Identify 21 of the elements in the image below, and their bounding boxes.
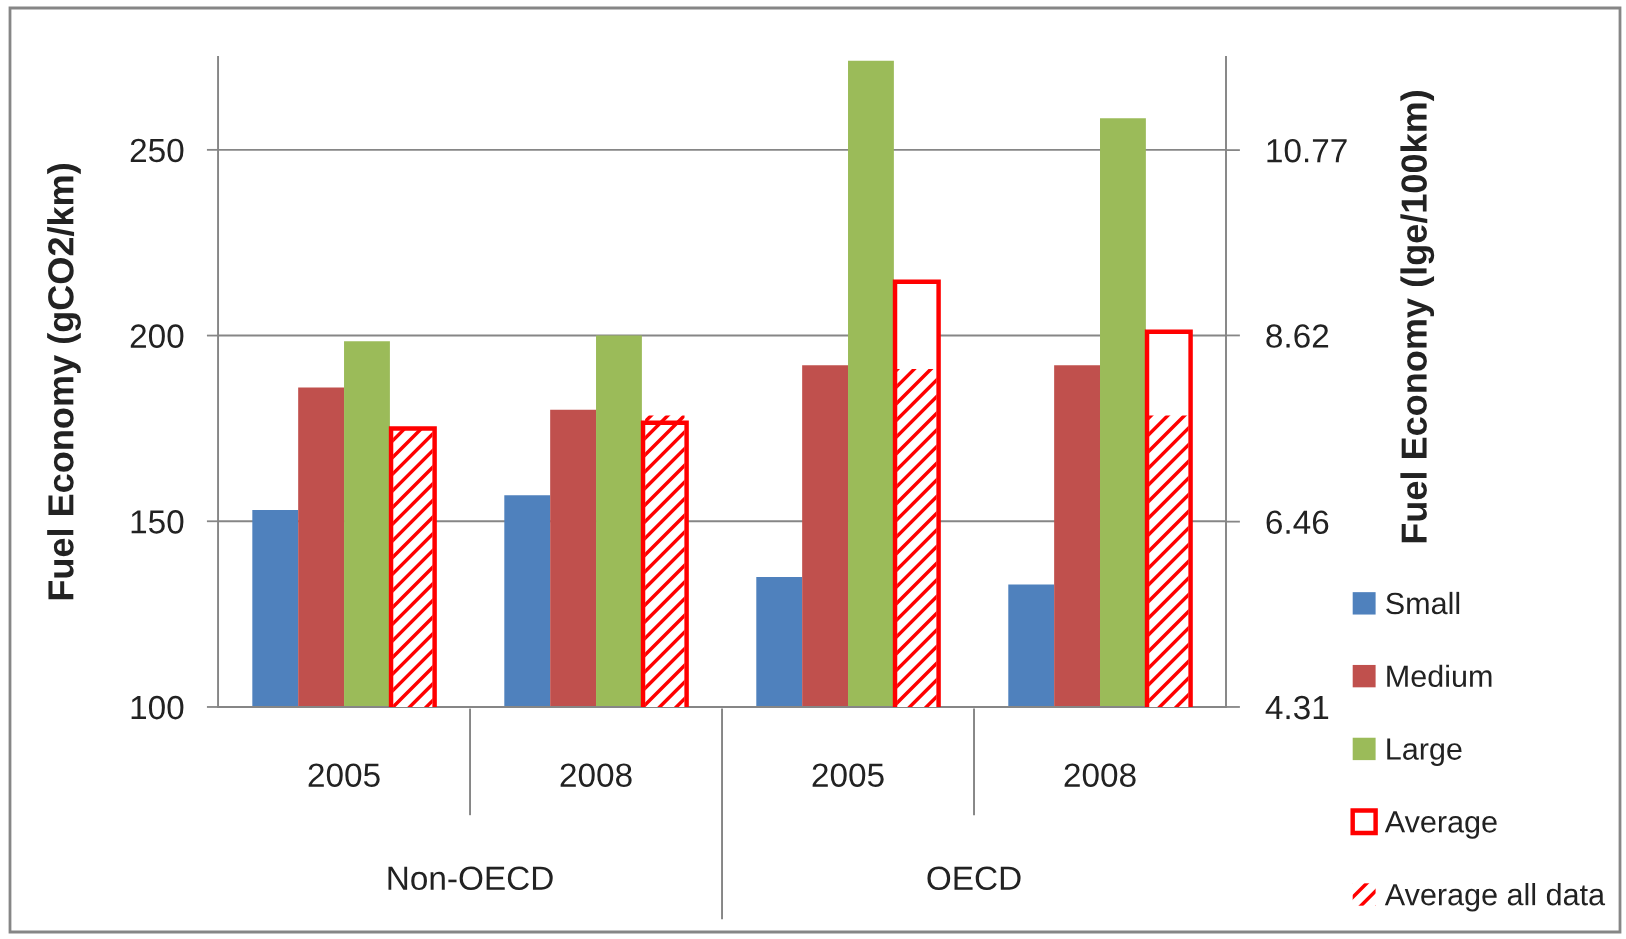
y2-tick-label: 8.62 (1266, 324, 1329, 348)
y2-axis-title: Fuel Economy (lge/100km) (1400, 91, 1435, 543)
legend-label: Average (1384, 811, 1497, 839)
legend-label: Large (1387, 738, 1462, 766)
x-tick-label: 2008 (1064, 763, 1136, 788)
legend-label: Average all data (1384, 883, 1606, 912)
y-tick-label: 200 (130, 324, 184, 348)
text: OECD (927, 866, 1021, 891)
text: Non-OECD (388, 866, 553, 891)
legend-label: Small (1386, 591, 1460, 615)
y2-tick-label: 6.46 (1266, 510, 1329, 535)
x-tick-label: 2005 (308, 763, 380, 788)
x-tick-label: 2005 (812, 763, 884, 788)
y2-tick-label: 10.77 (1267, 138, 1347, 163)
y-axis-title: Fuel Economy (gCO2/km) (47, 164, 81, 600)
y2-tick-label: 4.31 (1265, 695, 1329, 720)
x-tick-label: 2008 (560, 763, 632, 788)
legend-label: Medium (1387, 664, 1492, 688)
y-tick-label: 250 (130, 138, 184, 163)
y-tick-label: 100 (131, 695, 184, 720)
y-tick-label: 150 (131, 510, 184, 534)
